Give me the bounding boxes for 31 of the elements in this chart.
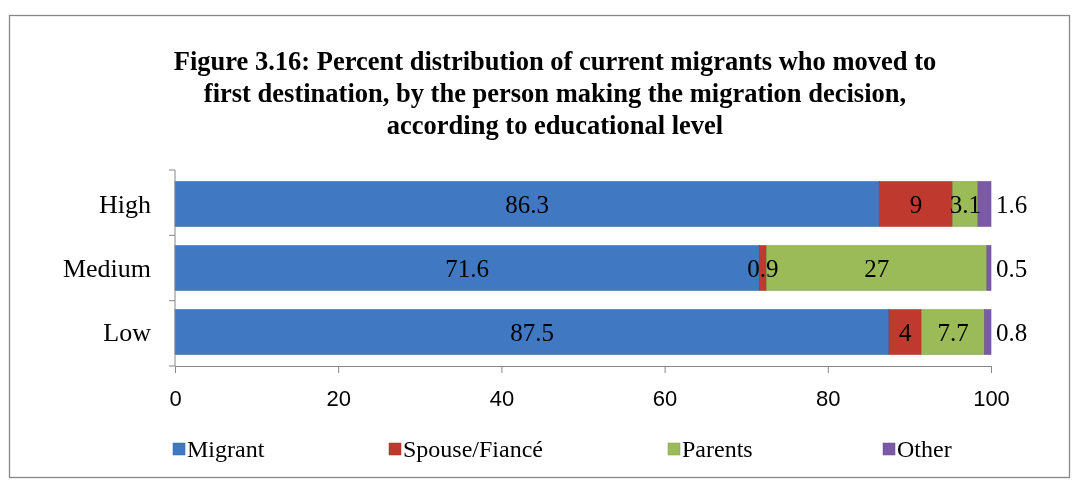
x-tick-label: 80	[816, 385, 841, 411]
legend-label: Parents	[682, 436, 753, 463]
data-label: 71.6	[445, 254, 489, 282]
data-label: 0.5	[996, 254, 1028, 282]
chart-title: Figure 3.16: Percent distribution of current migrants who moved to first destination, by the person making the migration decision, according to educational level	[173, 46, 937, 140]
y-tick-label: High	[99, 190, 151, 220]
data-label: 4	[899, 318, 913, 346]
bar	[174, 181, 880, 227]
x-tick-label: 100	[973, 385, 1010, 411]
data-label: 0.8	[996, 318, 1028, 346]
bar	[174, 309, 890, 355]
bar	[986, 245, 992, 291]
x-tick-label: 20	[326, 385, 351, 411]
legend-label: Other	[897, 436, 952, 463]
bar	[984, 309, 992, 355]
bar	[878, 181, 953, 227]
data-label: 27	[864, 254, 890, 282]
legend-label: Spouse/Fiancé	[403, 436, 543, 463]
y-tick-label: Medium	[62, 254, 151, 284]
x-tick-label: 40	[489, 385, 515, 411]
data-label: 9	[909, 190, 923, 218]
x-tick-label: 0	[169, 385, 182, 411]
bar	[888, 309, 922, 355]
bar	[921, 309, 985, 355]
data-label: 7.7	[937, 318, 969, 346]
data-label: 1.6	[996, 190, 1028, 218]
x-tick-label: 60	[652, 385, 678, 411]
y-tick-label: Low	[103, 318, 152, 348]
legend-label: Migrant	[187, 436, 265, 463]
data-label: 86.3	[505, 190, 549, 218]
data-label: 87.5	[510, 318, 554, 346]
